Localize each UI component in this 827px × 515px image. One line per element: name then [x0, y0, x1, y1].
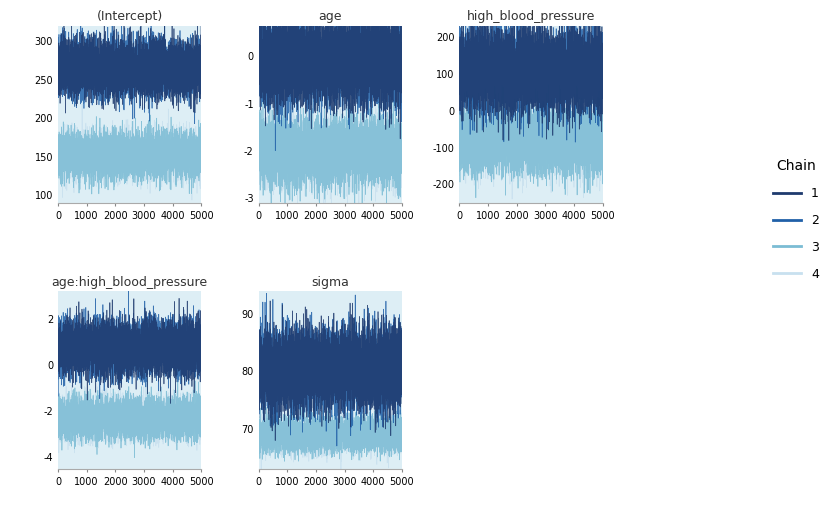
- Title: (Intercept): (Intercept): [97, 10, 163, 23]
- Legend: 1, 2, 3, 4: 1, 2, 3, 4: [767, 154, 823, 285]
- Title: age: age: [318, 10, 342, 23]
- Title: sigma: sigma: [311, 276, 349, 289]
- Title: age:high_blood_pressure: age:high_blood_pressure: [51, 276, 208, 289]
- Title: high_blood_pressure: high_blood_pressure: [466, 10, 595, 23]
